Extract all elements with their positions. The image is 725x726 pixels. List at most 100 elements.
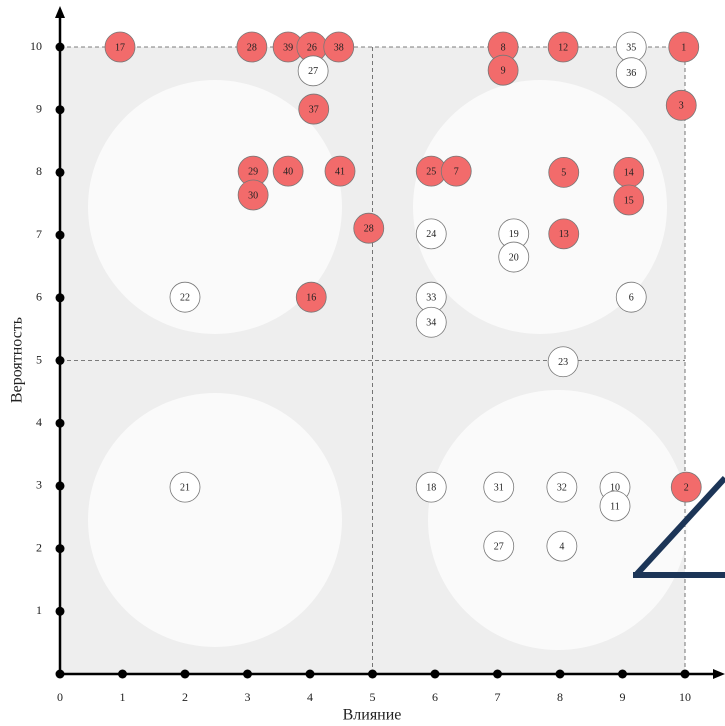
risk-point-label: 37 [309, 104, 319, 115]
x-tick [368, 669, 377, 679]
x-tick [555, 669, 565, 679]
y-axis-title: Вероятность [9, 317, 26, 403]
y-tick-label: 2 [36, 540, 42, 554]
x-tick [243, 669, 252, 679]
quadrant-circle [88, 393, 342, 647]
risk-point [483, 471, 515, 503]
y-tick-label: 1 [36, 603, 42, 617]
x-tick-label: 6 [432, 690, 438, 704]
risk-point-label: 39 [283, 42, 293, 53]
risk-point-label: 32 [557, 482, 567, 493]
risk-point [547, 346, 579, 378]
quadrant-circle [413, 80, 667, 334]
risk-point-label: 21 [180, 482, 190, 493]
risk-point-label: 18 [426, 482, 436, 493]
x-tick-label: 10 [679, 690, 691, 704]
y-tick-label: 7 [36, 227, 42, 241]
risk-point-label: 30 [248, 190, 258, 201]
risk-point-label: 36 [626, 68, 636, 79]
risk-point [665, 89, 697, 121]
x-tick [618, 669, 627, 679]
risk-point-label: 34 [426, 318, 436, 329]
risk-point-label: 41 [335, 166, 345, 177]
risk-point [670, 471, 702, 503]
risk-point-label: 13 [559, 229, 569, 240]
risk-point [237, 179, 269, 211]
risk-point-label: 26 [307, 42, 317, 53]
risk-point [295, 281, 327, 313]
x-axis-title: Влияние [343, 707, 402, 724]
y-tick-label: 6 [36, 290, 42, 304]
risk-point-label: 14 [624, 168, 634, 179]
y-tick [55, 293, 65, 303]
x-tick-label: 7 [495, 690, 501, 704]
x-tick-label: 4 [307, 690, 313, 704]
risk-point-label: 29 [248, 166, 258, 177]
risk-point-label: 31 [494, 482, 504, 493]
risk-point-label: 28 [247, 42, 257, 53]
x-tick [430, 669, 440, 679]
risk-point-label: 1 [681, 42, 686, 53]
x-axis-arrow [713, 669, 725, 679]
x-tick [180, 669, 190, 679]
risk-point-label: 23 [558, 357, 568, 368]
risk-point-label: 11 [610, 501, 620, 512]
risk-point [297, 55, 329, 87]
risk-point [440, 155, 472, 187]
x-tick-label: 9 [620, 690, 626, 704]
quadrant-circle [428, 390, 688, 650]
risk-point [323, 31, 355, 63]
risk-point-label: 19 [509, 229, 519, 240]
risk-point [298, 93, 330, 125]
risk-point [104, 31, 136, 63]
risk-point [324, 155, 356, 187]
y-tick-label: 10 [30, 39, 42, 53]
risk-point-label: 28 [364, 223, 374, 234]
overlay-triangle [633, 475, 725, 578]
y-tick [55, 356, 65, 365]
y-tick [55, 105, 65, 115]
x-tick [680, 669, 690, 679]
risk-point [415, 306, 447, 338]
y-tick [55, 230, 65, 240]
risk-point [615, 281, 647, 313]
risk-point-label: 5 [561, 168, 566, 179]
risk-point [548, 156, 580, 188]
x-tick-label: 1 [120, 690, 126, 704]
risk-point-label: 22 [180, 292, 190, 303]
x-tick-label: 8 [557, 690, 563, 704]
y-tick-label: 3 [36, 478, 42, 492]
risk-point [546, 471, 578, 503]
y-tick-label: 9 [36, 101, 42, 115]
risk-point-label: 6 [629, 292, 634, 303]
x-tick-label: 2 [182, 690, 188, 704]
y-axis-arrow [55, 6, 65, 18]
risk-point [415, 471, 447, 503]
y-tick [55, 481, 65, 491]
risk-point-label: 12 [558, 42, 568, 53]
risk-point [353, 212, 385, 244]
risk-point-label: 9 [501, 65, 506, 76]
risk-point-label: 7 [454, 166, 459, 177]
risk-point-label: 33 [426, 292, 436, 303]
x-tick [118, 669, 127, 679]
risk-point-label: 2 [684, 482, 689, 493]
risk-point [483, 530, 515, 562]
risk-point-label: 27 [494, 541, 504, 552]
risk-point-label: 25 [426, 166, 436, 177]
x-tick-label: 5 [370, 690, 376, 704]
risk-point-label: 27 [308, 66, 318, 77]
risk-point-label: 40 [283, 166, 293, 177]
risk-point [548, 218, 580, 250]
risk-point-label: 38 [334, 42, 344, 53]
risk-point [169, 281, 201, 313]
y-tick [55, 606, 65, 616]
x-tick [55, 669, 65, 679]
x-tick [493, 669, 502, 679]
risk-point [236, 31, 268, 63]
risk-point-label: 24 [426, 229, 436, 240]
y-tick-label: 5 [36, 352, 42, 366]
risk-point-label: 10 [610, 482, 620, 493]
risk-point-label: 35 [626, 42, 636, 53]
risk-point [546, 530, 578, 562]
